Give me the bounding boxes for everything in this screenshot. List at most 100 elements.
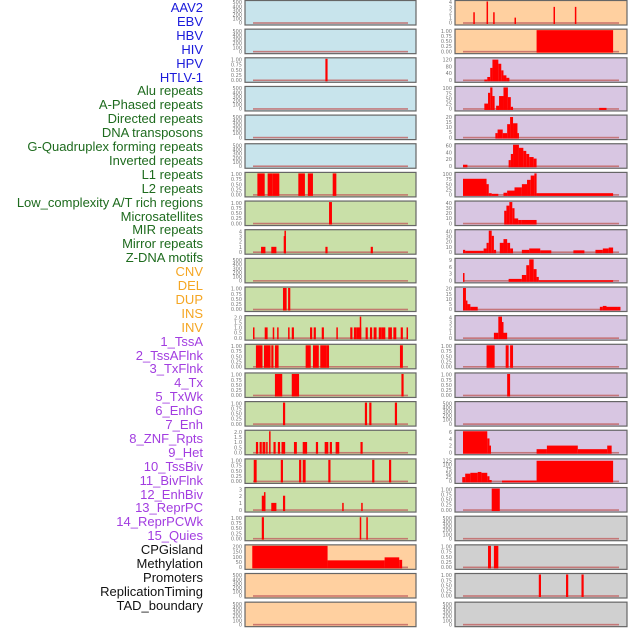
signal-bar <box>509 202 513 225</box>
y-tick-label: 400 <box>442 405 452 411</box>
y-tick-label: 1.00 <box>441 373 452 379</box>
y-tick-label: 0.00 <box>231 365 242 371</box>
signal-bar <box>514 218 519 225</box>
signal-bar <box>350 327 353 340</box>
signal-bar <box>518 147 524 168</box>
y-tick-label: 30 <box>446 206 452 212</box>
y-tick-label: 0.75 <box>441 34 452 40</box>
y-tick-label: 0.5 <box>234 331 242 337</box>
signal-bar <box>536 276 539 282</box>
track-label: HTLV-1 <box>159 69 203 85</box>
y-tick-label: 100 <box>232 103 242 109</box>
signal-bar <box>388 327 392 340</box>
y-tick-label: 0 <box>449 193 452 199</box>
signal-bar <box>477 471 482 483</box>
y-tick-label: 500 <box>232 0 242 6</box>
signal-bar <box>573 250 585 254</box>
y-tick-label: 0.00 <box>441 365 452 371</box>
y-tick-label: 0.50 <box>231 412 242 418</box>
signal-bar <box>282 402 286 426</box>
y-tick-label: 1 <box>239 245 242 251</box>
signal-bar <box>257 173 265 196</box>
signal-bar <box>364 402 368 426</box>
y-tick-label: 3 <box>239 487 242 493</box>
signal-bar <box>484 79 488 82</box>
y-tick-label: 25 <box>446 187 452 193</box>
signal-bar <box>491 193 499 196</box>
signal-bar <box>488 92 491 110</box>
signal-bar <box>617 306 621 311</box>
track-label: 12_EnhBiv <box>140 486 203 502</box>
signal-bar <box>360 442 363 454</box>
y-tick-label: 2 <box>449 10 452 16</box>
y-tick-label: 0.5 <box>234 445 242 451</box>
signal-bar <box>369 327 373 340</box>
signal-bar <box>359 517 362 540</box>
baseline <box>463 222 619 225</box>
signal-bar <box>288 288 291 311</box>
signal-bar <box>359 316 362 340</box>
y-tick-label: 0.25 <box>231 216 242 222</box>
signal-bar <box>507 124 511 139</box>
signal-bar <box>566 574 569 597</box>
y-tick-label: 400 <box>232 119 242 125</box>
track-label: Microsatellites <box>120 208 203 224</box>
signal-bar <box>492 59 499 82</box>
signal-bar <box>517 133 519 139</box>
y-tick-label: 2 <box>449 444 452 450</box>
baseline <box>253 595 408 597</box>
y-tick-label: 1.00 <box>231 287 242 293</box>
signal-bar <box>272 173 280 196</box>
y-tick-label: 0 <box>239 565 242 571</box>
signal-bar <box>530 175 535 196</box>
y-tick-label: 400 <box>232 4 242 10</box>
track-label: Mirror repeats <box>122 236 203 252</box>
y-tick-label: 0.00 <box>441 49 452 55</box>
y-tick-label: 300 <box>232 152 242 158</box>
signal-bar <box>361 502 363 512</box>
baseline <box>253 79 408 82</box>
signal-bar <box>253 459 257 483</box>
signal-bar <box>488 193 492 196</box>
baseline <box>253 251 408 253</box>
y-tick-label: 0.25 <box>441 44 452 50</box>
signal-bar <box>326 345 330 368</box>
y-tick-label: 125 <box>442 459 452 465</box>
track-panel-right: 0.000.250.500.751.00 <box>441 544 628 571</box>
signal-bar <box>393 327 397 340</box>
y-tick-label: 300 <box>442 410 452 416</box>
signal-bar <box>536 193 614 196</box>
y-tick-label: 10 <box>446 125 452 131</box>
track-label: CPGisland <box>140 542 203 558</box>
signal-bar <box>505 345 509 368</box>
panel-background <box>244 229 417 255</box>
y-tick-label: 50 <box>446 182 452 188</box>
signal-bar <box>534 173 537 196</box>
y-tick-label: 0 <box>449 21 452 27</box>
signal-bar <box>486 345 495 368</box>
signal-bar <box>267 173 273 196</box>
panel-background <box>454 143 628 169</box>
panel-background <box>454 257 628 284</box>
signal-bar <box>606 306 618 311</box>
y-tick-label: 0.75 <box>441 349 452 355</box>
signal-bar <box>284 230 286 254</box>
y-tick-label: 300 <box>232 266 242 272</box>
y-tick-label: 0.75 <box>231 177 242 183</box>
signal-bar <box>342 502 344 512</box>
signal-bar <box>510 345 514 368</box>
panel-background <box>454 486 628 513</box>
y-tick-label: 3 <box>449 320 452 326</box>
track-label: 13_ReprPC <box>135 500 203 516</box>
y-tick-label: 300 <box>232 94 242 100</box>
signal-bar <box>328 459 331 483</box>
y-tick-label: 0.50 <box>231 297 242 303</box>
y-tick-label: 0 <box>239 508 242 514</box>
signal-bar <box>602 305 607 311</box>
signal-bar <box>481 472 488 483</box>
